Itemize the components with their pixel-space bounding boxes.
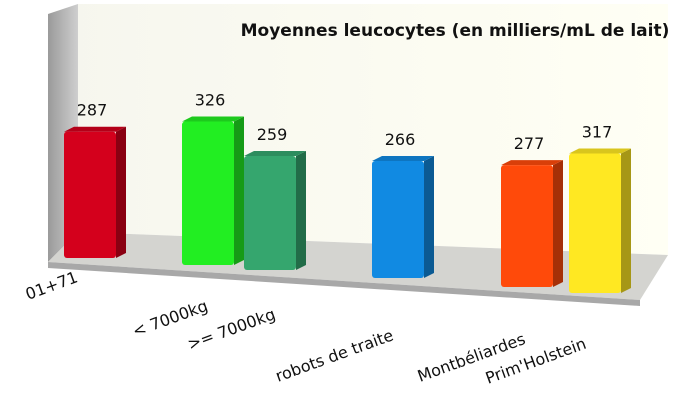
bar-top — [501, 160, 563, 166]
bar-top — [372, 155, 434, 161]
data-label: 266 — [385, 130, 416, 149]
bar-top — [569, 148, 631, 154]
bar-top — [182, 116, 244, 122]
bar-side — [621, 148, 631, 293]
bar-side — [424, 155, 434, 278]
bar — [64, 131, 116, 258]
bar — [501, 165, 553, 287]
bar — [569, 153, 621, 293]
bar — [372, 160, 424, 278]
data-label: 326 — [195, 91, 226, 110]
bar — [182, 121, 234, 265]
bar-top — [64, 126, 126, 132]
bar-side — [553, 160, 563, 287]
x-tick-label: robots de traite — [273, 326, 396, 386]
bar-side — [116, 126, 126, 258]
chart-title: Moyennes leucocytes (en milliers/mL de l… — [241, 21, 670, 41]
data-label: 259 — [257, 125, 288, 144]
bar-top — [244, 151, 306, 157]
data-label: 277 — [514, 134, 545, 153]
data-label: 317 — [582, 123, 613, 142]
floor-edge — [48, 262, 640, 306]
bars: 287 326 259 266 277 317 — [64, 91, 631, 293]
x-tick-label: 01+71 — [23, 267, 80, 303]
data-label: 287 — [77, 101, 108, 120]
bar-side — [296, 151, 306, 270]
bar-side — [234, 116, 244, 265]
bar — [244, 156, 296, 270]
